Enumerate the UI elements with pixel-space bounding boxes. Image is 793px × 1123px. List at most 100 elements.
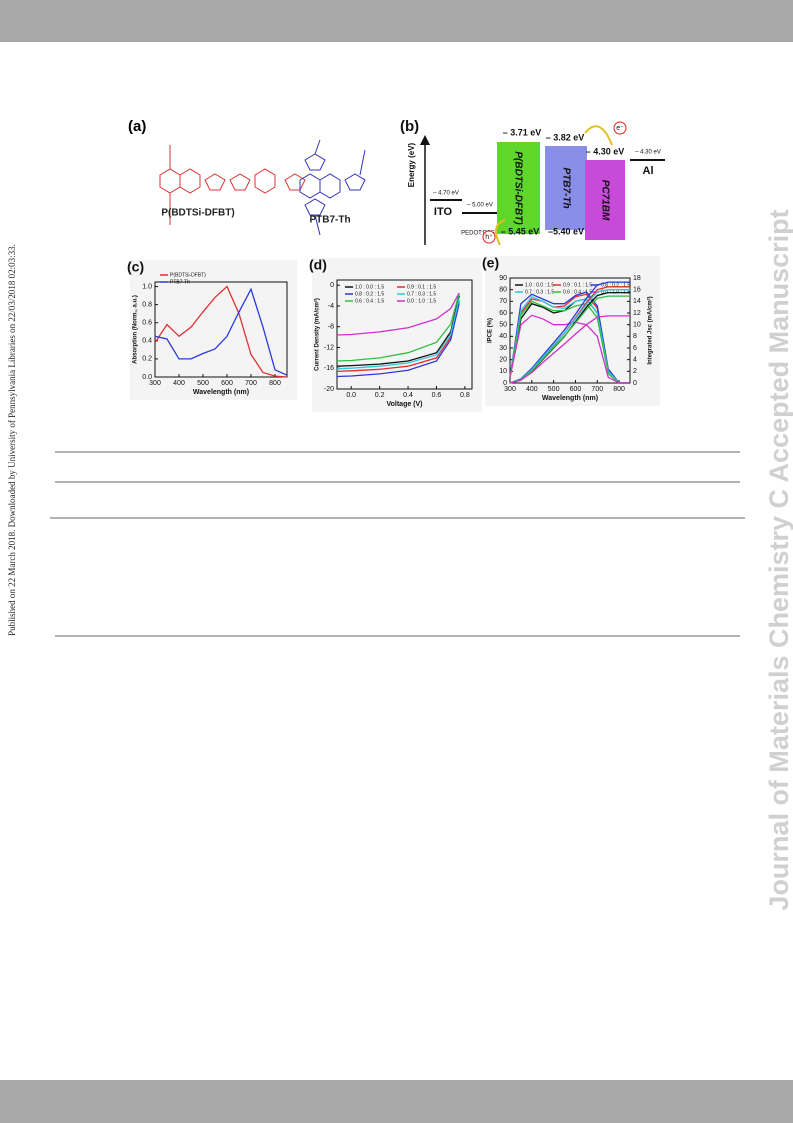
chart-panel: (d) 0.0 0.2 0.4 0.6 0.8 0 -4 -8 -12 -16 -20 Voltage … bbox=[309, 257, 482, 412]
series-line bbox=[509, 315, 630, 384]
y-tick-label: 80 bbox=[499, 287, 507, 294]
panel-label: (e) bbox=[482, 255, 499, 271]
structure-2 bbox=[299, 139, 366, 236]
x-tick-label: 700 bbox=[245, 380, 257, 387]
legend-label: 0.8 : 0.2 : 1.5 bbox=[355, 291, 384, 297]
x-axis-label: Wavelength (nm) bbox=[193, 389, 249, 396]
energy-box bbox=[497, 142, 540, 234]
arrow bbox=[420, 135, 430, 145]
level-value: – 4.30 eV bbox=[586, 146, 625, 156]
y2-tick-label: 2 bbox=[633, 368, 637, 375]
series-line bbox=[154, 287, 288, 376]
layer-name: PTB7-Th bbox=[560, 167, 571, 208]
layer-name: ITO bbox=[434, 206, 453, 218]
y-tick-label: 20 bbox=[499, 357, 507, 364]
energy-box bbox=[545, 146, 587, 230]
polymer-name: PTB7-Th bbox=[309, 215, 350, 226]
level-value: – 3.71 eV bbox=[503, 127, 542, 137]
legend-label: 0.7 : 0.3 : 1.5 bbox=[525, 289, 554, 295]
y2-tick-label: 10 bbox=[633, 322, 641, 329]
series-line bbox=[509, 281, 630, 384]
x-tick-label: 700 bbox=[591, 386, 603, 393]
x-tick-label: 400 bbox=[526, 386, 538, 393]
series-line bbox=[336, 298, 460, 370]
carrier bbox=[613, 121, 627, 135]
carrier-label: h⁺ bbox=[485, 234, 493, 241]
y-tick-label: -16 bbox=[324, 365, 334, 372]
x-tick-label: 800 bbox=[269, 380, 281, 387]
panel-b: (b) Energy (eV) – 4.70 eV ITO – 5.00 eV … bbox=[400, 118, 665, 246]
header-bar bbox=[0, 0, 793, 42]
panel-label: (b) bbox=[400, 118, 419, 135]
x-tick-label: 800 bbox=[613, 386, 625, 393]
y-tick-label: -4 bbox=[328, 303, 334, 310]
level-value: – 4.30 eV bbox=[635, 150, 661, 156]
legend-label: 0.9 : 0.1 : 1.5 bbox=[407, 284, 436, 290]
y-tick-label: 1.0 bbox=[142, 283, 152, 290]
chart-panel: (e)300 400 500 600 700 8000102030405060708090… bbox=[482, 255, 660, 406]
y-tick-label: 0.6 bbox=[142, 320, 152, 327]
y2-tick-label: 4 bbox=[633, 357, 637, 364]
x-axis-label: Wavelength (nm) bbox=[542, 395, 598, 402]
y-tick-label: 0.4 bbox=[142, 338, 152, 345]
y-tick-label: -8 bbox=[328, 324, 334, 331]
legend-label: 0.6 : 0.4 : 1.5 bbox=[355, 298, 384, 304]
legend-label: 1.0 : 0.0 : 1.5 bbox=[525, 282, 554, 288]
series-line bbox=[154, 285, 288, 378]
y-tick-label: -12 bbox=[324, 344, 334, 351]
x-axis-label: Voltage (V) bbox=[386, 401, 422, 408]
y-axis-label: Absorption (Norm., a.u.) bbox=[133, 295, 139, 364]
x-tick-label: 500 bbox=[548, 386, 560, 393]
y-tick-label: 0 bbox=[330, 282, 334, 289]
level-value: – 3.82 eV bbox=[546, 132, 585, 142]
layer-name: P(BDTSi-DFBT) bbox=[512, 151, 523, 225]
legend-label: 0.9 : 0.1 : 1.5 bbox=[563, 282, 592, 288]
y2-tick-label: 0 bbox=[633, 380, 637, 387]
y2-tick-label: 18 bbox=[633, 275, 641, 282]
x-tick-label: 0.0 bbox=[346, 392, 356, 399]
panel-label: (c) bbox=[127, 259, 144, 275]
x-tick-label: 300 bbox=[504, 386, 516, 393]
x-tick-label: 0.4 bbox=[403, 392, 413, 399]
y2-tick-label: 14 bbox=[633, 298, 641, 305]
y-tick-label: 30 bbox=[499, 345, 507, 352]
carrier bbox=[482, 230, 496, 244]
energy-box bbox=[585, 160, 625, 240]
y-tick-label: -20 bbox=[324, 386, 334, 393]
y-tick-label: 60 bbox=[499, 310, 507, 317]
layer-name: PEDOT:PSS bbox=[461, 231, 495, 237]
transfer-arrow bbox=[584, 125, 613, 146]
legend-label: PTB7-Th bbox=[170, 279, 190, 285]
y2-tick-label: 6 bbox=[633, 345, 637, 352]
panel-label: (a) bbox=[128, 118, 146, 135]
y-tick-label: 0.8 bbox=[142, 301, 152, 308]
series-line bbox=[509, 295, 630, 384]
y2-tick-label: 12 bbox=[633, 310, 641, 317]
watermark: Journal of Materials Chemistry C Accepte… bbox=[764, 209, 793, 910]
x-tick-label: 500 bbox=[197, 380, 209, 387]
transfer-arrow bbox=[495, 219, 506, 246]
panel-a: (a) P(BDTSi-DFBT) PTB7-Th bbox=[128, 118, 366, 236]
layer-name: Al bbox=[643, 165, 654, 177]
series-line bbox=[509, 300, 630, 384]
plot-frame bbox=[509, 277, 631, 384]
y-axis-label: Current Density (mA/cm²) bbox=[314, 298, 321, 371]
axis-label: Energy (eV) bbox=[407, 142, 416, 187]
legend-label: 1.0 : 0.0 : 1.5 bbox=[355, 284, 384, 290]
legend-label: 0.7 : 0.3 : 1.5 bbox=[407, 291, 436, 297]
plot-frame bbox=[154, 281, 288, 378]
structure-1 bbox=[159, 145, 306, 225]
level-value: – 4.70 eV bbox=[433, 191, 459, 197]
y-tick-label: 0.0 bbox=[142, 374, 152, 381]
level-value: – 5.00 eV bbox=[467, 203, 493, 209]
y-tick-label: 10 bbox=[499, 368, 507, 375]
sidebar-note: Published on 22 March 2018. Downloaded b… bbox=[7, 244, 17, 636]
series-line bbox=[336, 292, 460, 336]
x-tick-label: 400 bbox=[173, 380, 185, 387]
legend-label: P(BDTSi-DFBT) bbox=[170, 272, 206, 278]
y-tick-label: 70 bbox=[499, 298, 507, 305]
x-tick-label: 600 bbox=[570, 386, 582, 393]
level-value: – 5.45 eV bbox=[501, 226, 540, 236]
